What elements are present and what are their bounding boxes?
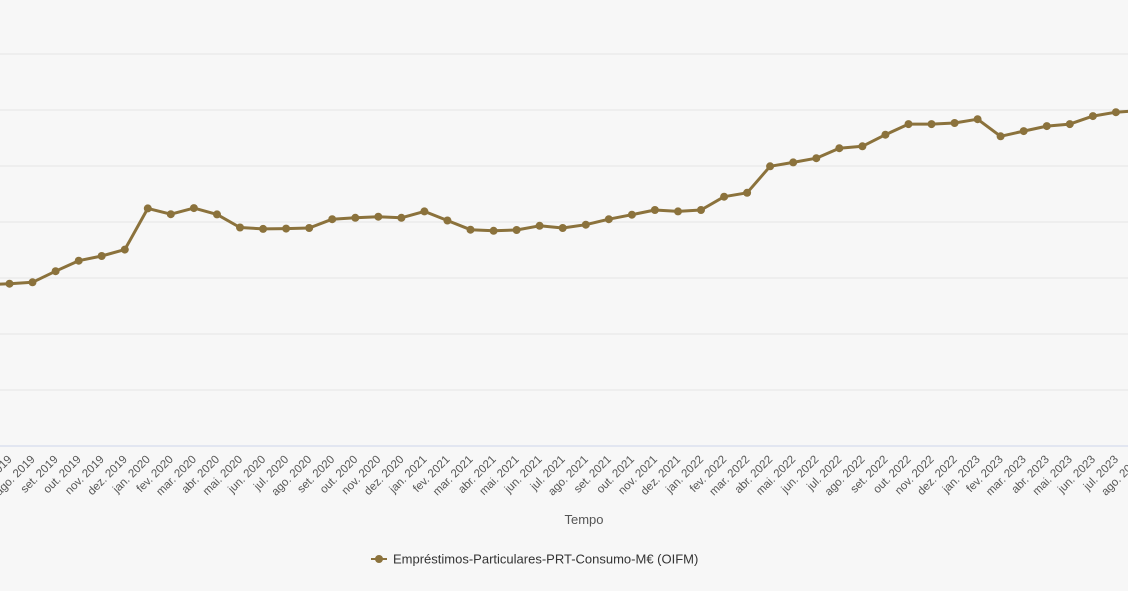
data-point[interactable] — [812, 154, 821, 163]
x-axis-title: Tempo — [564, 512, 603, 527]
data-point[interactable] — [351, 213, 360, 222]
data-point[interactable] — [743, 188, 752, 197]
data-point[interactable] — [213, 210, 221, 219]
data-point[interactable] — [858, 142, 867, 151]
data-point[interactable] — [627, 210, 636, 219]
data-point[interactable] — [881, 130, 890, 139]
legend-label[interactable]: Empréstimos-Particulares-PRT-Consumo-M€ … — [393, 552, 698, 567]
data-point[interactable] — [789, 158, 798, 167]
data-point[interactable] — [120, 245, 129, 254]
data-point[interactable] — [697, 206, 705, 214]
data-point[interactable] — [996, 132, 1005, 141]
data-point[interactable] — [766, 162, 775, 171]
data-point[interactable] — [236, 223, 244, 232]
data-point[interactable] — [581, 220, 590, 229]
data-point[interactable] — [1111, 108, 1120, 117]
legend[interactable]: Empréstimos-Particulares-PRT-Consumo-M€ … — [371, 552, 698, 567]
data-point[interactable] — [374, 212, 383, 221]
data-point[interactable] — [282, 224, 291, 233]
data-point[interactable] — [558, 224, 567, 232]
data-point[interactable] — [904, 120, 913, 129]
data-point[interactable] — [328, 215, 337, 224]
data-point[interactable] — [1042, 122, 1051, 131]
data-point[interactable] — [420, 207, 429, 216]
data-point[interactable] — [1065, 120, 1074, 129]
data-point[interactable] — [28, 278, 37, 287]
data-point[interactable] — [950, 119, 959, 127]
data-point[interactable] — [835, 144, 844, 153]
data-point[interactable] — [466, 225, 475, 234]
data-point[interactable] — [1088, 112, 1097, 121]
data-point[interactable] — [650, 206, 659, 214]
data-point[interactable] — [305, 224, 314, 232]
data-point[interactable] — [1019, 127, 1028, 136]
series-line — [0, 109, 1128, 286]
data-point[interactable] — [5, 279, 14, 288]
data-point[interactable] — [397, 213, 406, 222]
data-point[interactable] — [189, 204, 198, 213]
data-point[interactable] — [143, 204, 152, 213]
data-point[interactable] — [535, 221, 544, 230]
data-point[interactable] — [604, 215, 613, 224]
data-point[interactable] — [97, 252, 106, 260]
data-point[interactable] — [74, 256, 83, 265]
legend-point-marker — [375, 555, 383, 563]
data-point[interactable] — [489, 226, 498, 235]
data-point[interactable] — [512, 226, 521, 234]
data-point[interactable] — [51, 267, 60, 276]
grid-lines — [0, 53, 1128, 391]
series-layer — [0, 108, 1128, 288]
data-point[interactable] — [259, 224, 268, 233]
data-point[interactable] — [973, 115, 982, 124]
data-point[interactable] — [927, 120, 936, 129]
data-point[interactable] — [166, 210, 175, 219]
data-point[interactable] — [443, 216, 452, 225]
data-point[interactable] — [720, 192, 729, 201]
data-point[interactable] — [674, 207, 682, 216]
